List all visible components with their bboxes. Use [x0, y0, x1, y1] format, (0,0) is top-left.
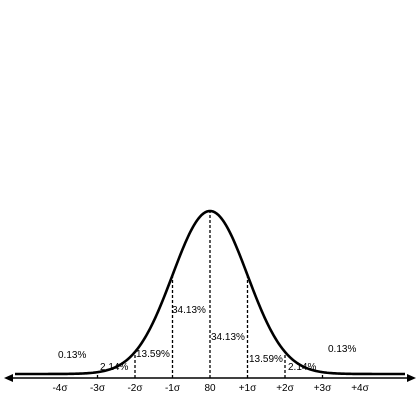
x-tick-label: +1σ — [239, 383, 257, 394]
region-percent-label: 13.59% — [249, 354, 283, 365]
x-tick-label: +3σ — [314, 383, 332, 394]
sigma-dividers — [96, 211, 324, 378]
x-tick-labels: -4σ -3σ -2σ -1σ 80 +1σ +2σ +3σ +4σ — [52, 383, 369, 394]
bell-curve — [15, 209, 405, 376]
x-tick-label: -3σ — [90, 383, 106, 394]
region-percent-label: 0.13% — [58, 350, 86, 361]
region-percent-labels: 0.13% 2.14% 13.59% 34.13% 34.13% 13.59% 2.14% 0… — [58, 305, 356, 373]
region-percent-label: 2.14% — [100, 362, 128, 373]
region-percent-label: 2.14% — [288, 362, 316, 373]
x-tick-label: +4σ — [351, 383, 369, 394]
region-percent-label: 34.13% — [211, 332, 245, 343]
region-percent-label: 13.59% — [136, 349, 170, 360]
region-percent-label: 0.13% — [328, 344, 356, 355]
x-tick-label: -1σ — [165, 383, 181, 394]
x-tick-label: +2σ — [276, 383, 294, 394]
x-tick-label: -2σ — [127, 383, 143, 394]
x-tick-label: -4σ — [52, 383, 68, 394]
x-axis-arrow-left — [4, 374, 13, 382]
x-axis-arrow-right — [407, 374, 416, 382]
region-percent-label: 34.13% — [172, 305, 206, 316]
x-tick-label: 80 — [204, 383, 216, 394]
bell-curve-line — [15, 209, 405, 376]
